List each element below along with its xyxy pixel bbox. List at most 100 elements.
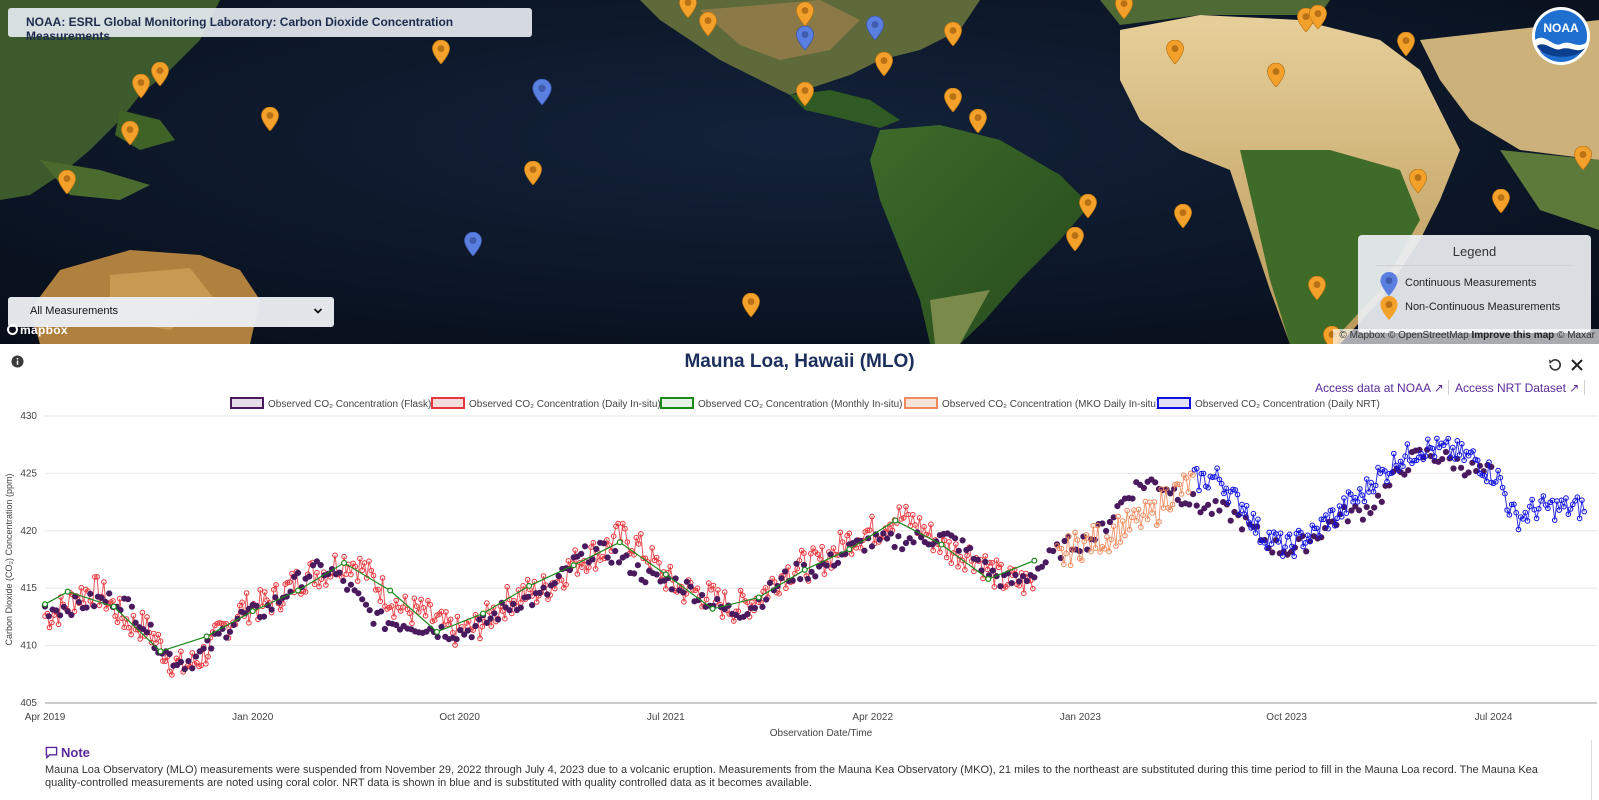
data-point[interactable] [69,612,74,617]
data-point[interactable] [1440,457,1445,462]
data-point[interactable] [348,582,353,587]
data-point[interactable] [888,531,893,536]
data-point[interactable] [307,574,312,579]
data-point[interactable] [582,544,587,549]
data-point[interactable] [360,597,365,602]
data-point[interactable] [148,622,153,627]
data-point[interactable] [1451,466,1456,471]
data-point[interactable] [616,560,621,565]
data-point[interactable] [828,552,833,557]
data-point[interactable] [654,572,659,577]
data-point[interactable] [1168,491,1173,496]
data-point[interactable] [1039,564,1044,569]
data-point[interactable] [481,611,486,616]
data-point[interactable] [802,567,807,572]
data-point[interactable] [990,568,995,573]
data-point[interactable] [337,570,342,575]
data-point[interactable] [1104,528,1109,533]
data-point[interactable] [435,629,440,634]
data-point[interactable] [178,659,183,664]
legend-label[interactable]: Observed CO₂ Concentration (MKO Daily In… [942,399,1159,410]
data-point[interactable] [126,597,131,602]
data-point[interactable] [1372,505,1377,510]
data-point[interactable] [458,628,463,633]
data-point[interactable] [1466,470,1471,475]
data-point[interactable] [986,577,991,582]
data-point[interactable] [1032,558,1037,563]
data-point[interactable] [1228,518,1233,523]
data-point[interactable] [379,609,384,614]
data-point[interactable] [1051,548,1056,553]
data-point[interactable] [681,590,686,595]
data-point[interactable] [295,570,300,575]
data-point[interactable] [1402,472,1407,477]
data-point[interactable] [1217,508,1222,513]
data-point[interactable] [492,611,497,616]
series-4[interactable] [1192,436,1586,558]
data-point[interactable] [953,536,958,541]
data-point[interactable] [342,561,347,566]
data-point[interactable] [144,630,149,635]
data-point[interactable] [269,607,274,612]
data-point[interactable] [1459,465,1464,470]
reset-zoom-icon[interactable] [1547,357,1563,373]
data-point[interactable] [394,622,399,627]
legend-label[interactable]: Observed CO₂ Concentration (Monthly In-s… [698,399,903,410]
data-point[interactable] [896,534,901,539]
data-point[interactable] [261,614,266,619]
data-point[interactable] [862,548,867,553]
data-point[interactable] [635,563,640,568]
data-point[interactable] [84,605,89,610]
data-point[interactable] [809,569,814,574]
data-point[interactable] [1194,503,1199,508]
data-point[interactable] [1153,480,1158,485]
data-point[interactable] [760,604,765,609]
data-point[interactable] [545,592,550,597]
data-point[interactable] [643,580,648,585]
data-point[interactable] [1020,574,1025,579]
data-point[interactable] [892,544,897,549]
data-point[interactable] [968,546,973,551]
data-point[interactable] [983,559,988,564]
data-point[interactable] [58,613,63,618]
data-point[interactable] [571,563,576,568]
data-point[interactable] [1406,468,1411,473]
data-point[interactable] [382,626,387,631]
data-point[interactable] [798,577,803,582]
data-point[interactable] [88,591,93,596]
data-point[interactable] [345,587,350,592]
data-point[interactable] [1360,517,1365,522]
data-point[interactable] [956,548,961,553]
data-point[interactable] [469,635,474,640]
close-icon[interactable] [1570,358,1584,372]
data-point[interactable] [960,538,965,543]
data-point[interactable] [877,537,882,542]
data-point[interactable] [624,553,629,558]
data-point[interactable] [1239,527,1244,532]
data-point[interactable] [46,614,51,619]
data-point[interactable] [61,604,66,609]
data-point[interactable] [900,547,905,552]
data-point[interactable] [601,541,606,546]
data-point[interactable] [388,588,393,593]
data-point[interactable] [975,557,980,562]
data-point[interactable] [1024,578,1029,583]
legend-swatch[interactable] [432,398,464,408]
data-point[interactable] [473,623,478,628]
data-point[interactable] [1130,496,1135,501]
data-point[interactable] [1013,572,1018,577]
data-point[interactable] [794,561,799,566]
data-point[interactable] [1043,560,1048,565]
data-point[interactable] [190,666,195,671]
data-point[interactable] [193,654,198,659]
attribution-maxar[interactable]: © Maxar [1557,330,1595,341]
data-point[interactable] [296,588,301,593]
data-point[interactable] [579,551,584,556]
data-point[interactable] [1206,502,1211,507]
data-point[interactable] [1141,485,1146,490]
data-point[interactable] [367,608,372,613]
data-point[interactable] [1062,538,1067,543]
data-point[interactable] [805,576,810,581]
data-point[interactable] [186,659,191,664]
data-point[interactable] [715,597,720,602]
